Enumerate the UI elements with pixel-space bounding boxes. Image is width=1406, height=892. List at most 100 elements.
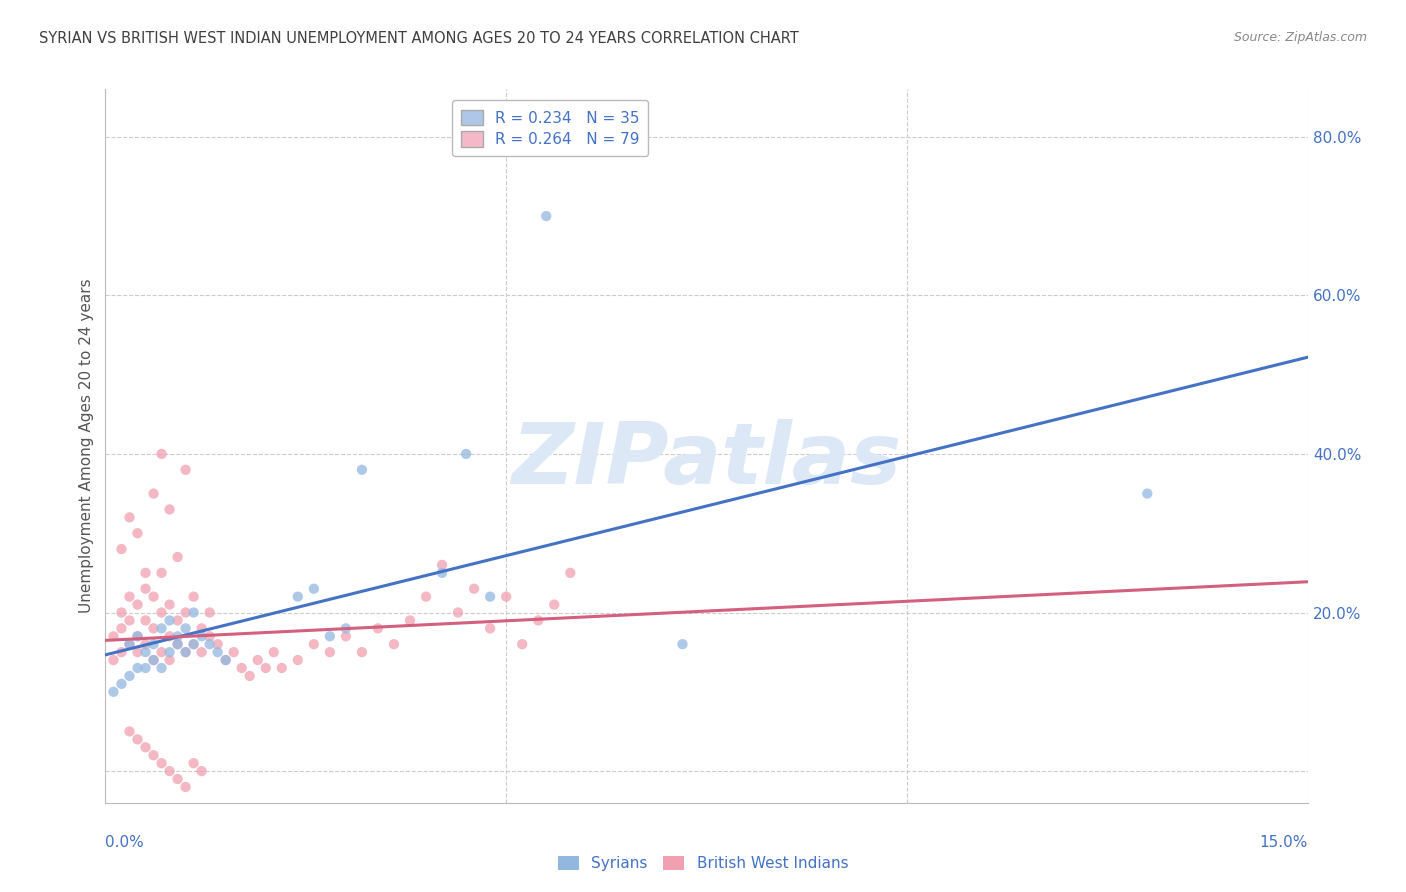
Point bbox=[302, 582, 325, 596]
Point bbox=[135, 740, 157, 755]
Point bbox=[166, 637, 188, 651]
Point bbox=[142, 653, 165, 667]
Point bbox=[142, 748, 165, 763]
Point bbox=[543, 598, 565, 612]
Point bbox=[127, 661, 149, 675]
Point bbox=[350, 645, 373, 659]
Point bbox=[110, 606, 132, 620]
Y-axis label: Unemployment Among Ages 20 to 24 years: Unemployment Among Ages 20 to 24 years bbox=[79, 278, 94, 614]
Point bbox=[150, 621, 173, 635]
Point bbox=[198, 629, 221, 643]
Point bbox=[302, 637, 325, 651]
Point bbox=[118, 637, 141, 651]
Point bbox=[118, 724, 141, 739]
Point bbox=[183, 637, 205, 651]
Point bbox=[399, 614, 422, 628]
Point bbox=[118, 510, 141, 524]
Point bbox=[159, 645, 181, 659]
Point bbox=[135, 566, 157, 580]
Point bbox=[527, 614, 550, 628]
Point bbox=[207, 645, 229, 659]
Point bbox=[150, 645, 173, 659]
Point bbox=[110, 645, 132, 659]
Point bbox=[198, 637, 221, 651]
Text: Source: ZipAtlas.com: Source: ZipAtlas.com bbox=[1233, 31, 1367, 45]
Point bbox=[135, 614, 157, 628]
Point bbox=[166, 629, 188, 643]
Point bbox=[150, 661, 173, 675]
Point bbox=[135, 582, 157, 596]
Point bbox=[166, 549, 188, 564]
Point bbox=[135, 645, 157, 659]
Point bbox=[560, 566, 582, 580]
Point bbox=[183, 606, 205, 620]
Point bbox=[174, 606, 197, 620]
Point bbox=[183, 637, 205, 651]
Point bbox=[671, 637, 693, 651]
Point bbox=[166, 614, 188, 628]
Point bbox=[142, 486, 165, 500]
Text: ZIPatlas: ZIPatlas bbox=[512, 418, 901, 502]
Text: 15.0%: 15.0% bbox=[1260, 836, 1308, 850]
Point bbox=[222, 645, 245, 659]
Point bbox=[150, 447, 173, 461]
Point bbox=[335, 621, 357, 635]
Point bbox=[430, 566, 453, 580]
Point bbox=[110, 621, 132, 635]
Point bbox=[127, 526, 149, 541]
Point bbox=[246, 653, 269, 667]
Point bbox=[127, 598, 149, 612]
Text: 0.0%: 0.0% bbox=[105, 836, 145, 850]
Text: SYRIAN VS BRITISH WEST INDIAN UNEMPLOYMENT AMONG AGES 20 TO 24 YEARS CORRELATION: SYRIAN VS BRITISH WEST INDIAN UNEMPLOYME… bbox=[39, 31, 799, 46]
Point bbox=[118, 669, 141, 683]
Point bbox=[495, 590, 517, 604]
Point bbox=[350, 463, 373, 477]
Point bbox=[142, 653, 165, 667]
Point bbox=[454, 447, 477, 461]
Point bbox=[231, 661, 253, 675]
Point bbox=[287, 653, 309, 667]
Point bbox=[127, 732, 149, 747]
Point bbox=[142, 590, 165, 604]
Point bbox=[159, 653, 181, 667]
Point bbox=[239, 669, 262, 683]
Point bbox=[118, 614, 141, 628]
Point bbox=[270, 661, 292, 675]
Point bbox=[479, 590, 502, 604]
Point bbox=[127, 629, 149, 643]
Point bbox=[207, 637, 229, 651]
Point bbox=[110, 542, 132, 557]
Point bbox=[510, 637, 533, 651]
Point bbox=[382, 637, 405, 651]
Point bbox=[214, 653, 236, 667]
Point bbox=[159, 629, 181, 643]
Point bbox=[447, 606, 470, 620]
Point bbox=[103, 685, 125, 699]
Point bbox=[118, 637, 141, 651]
Point bbox=[335, 629, 357, 643]
Point bbox=[190, 621, 212, 635]
Point bbox=[198, 606, 221, 620]
Point bbox=[127, 645, 149, 659]
Point bbox=[534, 209, 557, 223]
Point bbox=[367, 621, 389, 635]
Point bbox=[159, 598, 181, 612]
Point bbox=[135, 661, 157, 675]
Point bbox=[166, 772, 188, 786]
Point bbox=[142, 637, 165, 651]
Point bbox=[174, 645, 197, 659]
Point bbox=[463, 582, 485, 596]
Point bbox=[190, 629, 212, 643]
Point bbox=[319, 629, 342, 643]
Point bbox=[430, 558, 453, 572]
Point bbox=[415, 590, 437, 604]
Point bbox=[319, 645, 342, 659]
Point bbox=[174, 621, 197, 635]
Point bbox=[150, 606, 173, 620]
Point bbox=[287, 590, 309, 604]
Point bbox=[174, 780, 197, 794]
Point bbox=[174, 463, 197, 477]
Point bbox=[150, 566, 173, 580]
Point bbox=[183, 756, 205, 771]
Point bbox=[110, 677, 132, 691]
